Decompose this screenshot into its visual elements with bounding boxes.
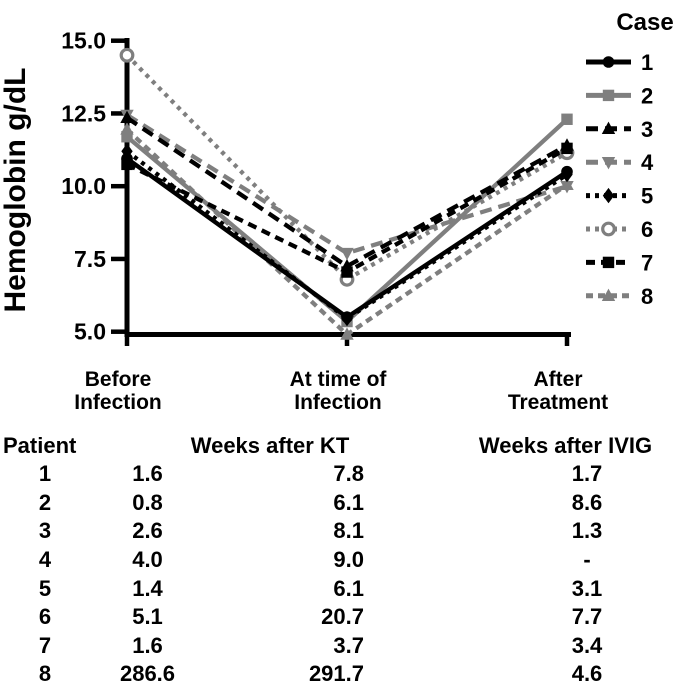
legend-item-5-label: 5 xyxy=(641,184,653,209)
legend-item-3-label: 3 xyxy=(641,117,653,142)
legend-item-6-label: 6 xyxy=(641,217,653,242)
case-3-marker xyxy=(120,110,134,124)
y-tick-label: 15.0 xyxy=(61,28,106,54)
legend-item-4-marker xyxy=(601,157,616,170)
weeks-kt-value-cell: 3.7 xyxy=(333,632,364,658)
x-category-label: Infection xyxy=(294,391,382,414)
table-row: 8 286.6 291.7 4.6 xyxy=(0,660,686,689)
hemoglobin-line-chart: 5.0 7.5 10.0 12.5 15.0 Hemoglobin g/dL Before I… xyxy=(0,9,674,414)
col-header-weeks-after-kt: Weeks after KT xyxy=(190,433,350,458)
weeks-kt-onset-cell: 1.6 xyxy=(132,461,163,487)
x-category-label: Treatment xyxy=(508,391,608,414)
x-category-label: Before xyxy=(85,368,152,391)
legend-item-7-label: 7 xyxy=(641,250,653,275)
table-row: 6 5.1 20.7 7.7 xyxy=(0,603,686,632)
legend-item-1-label: 1 xyxy=(641,50,653,75)
case-8-marker xyxy=(340,327,354,340)
legend-item-1-marker xyxy=(602,56,615,68)
legend-item-7-marker xyxy=(602,256,615,269)
weeks-kt-value-cell: 6.1 xyxy=(333,489,364,515)
x-category-label: Infection xyxy=(74,391,162,414)
weeks-ivig-cell: 3.1 xyxy=(571,575,603,601)
weeks-table: Patient Weeks after KT Weeks after IVIG … xyxy=(0,432,686,689)
weeks-kt-value-cell: 6.1 xyxy=(333,575,364,601)
case-5-marker xyxy=(121,143,133,159)
patient-cell: 1 xyxy=(38,461,52,487)
y-tick-label: 7.5 xyxy=(74,246,106,272)
weeks-kt-value-cell: 8.1 xyxy=(333,518,364,544)
weeks-kt-value-cell: 20.7 xyxy=(321,604,364,630)
weeks-kt-value-cell: 9.0 xyxy=(333,547,364,573)
weeks-ivig-cell: - xyxy=(583,547,591,573)
case-6-marker xyxy=(119,47,135,63)
y-tick-label: 12.5 xyxy=(61,100,106,126)
case-4-line xyxy=(125,113,568,256)
patient-cell: 7 xyxy=(38,632,52,658)
table-header-row: Patient Weeks after KT Weeks after IVIG xyxy=(0,432,686,460)
weeks-ivig-cell: 3.4 xyxy=(571,632,603,658)
weeks-ivig-cell: 4.6 xyxy=(571,661,603,687)
case-8-marker xyxy=(120,122,134,135)
legend-item-2-label: 2 xyxy=(641,83,653,108)
weeks-kt-onset-cell: 4.0 xyxy=(132,547,163,573)
case-5-marker xyxy=(341,310,353,327)
weeks-kt-onset-cell: 1.6 xyxy=(132,632,163,658)
y-tick-label: 5.0 xyxy=(74,319,106,345)
weeks-kt-onset-cell: 2.6 xyxy=(132,518,163,544)
case-7-marker xyxy=(121,158,133,171)
x-category-label: After xyxy=(533,368,582,391)
legend-item-4-label: 4 xyxy=(641,150,654,175)
table-row: 4 4.0 9.0 - xyxy=(0,546,686,575)
weeks-ivig-cell: 7.7 xyxy=(571,604,603,630)
col-header-weeks-after-ivig: Weeks after IVIG xyxy=(478,433,653,458)
case-2-marker xyxy=(121,131,133,143)
patient-cell: 2 xyxy=(38,489,52,515)
table-row: 2 0.8 6.1 8.6 xyxy=(0,489,686,518)
legend-item-2-marker xyxy=(602,89,615,102)
case-6-line xyxy=(125,53,569,283)
legend-item-8-label: 8 xyxy=(641,284,653,309)
y-tick-label: 10.0 xyxy=(61,173,106,199)
weeks-kt-value-cell: 7.8 xyxy=(333,461,364,487)
table-row: 3 2.6 8.1 1.3 xyxy=(0,517,686,546)
case-2-line xyxy=(125,117,569,325)
x-category-label: At time of xyxy=(290,368,388,391)
legend-item-3-marker xyxy=(601,121,616,134)
weeks-kt-onset-cell: 0.8 xyxy=(132,489,163,515)
patient-cell: 3 xyxy=(38,518,52,544)
case-4-marker xyxy=(340,247,354,261)
patient-cell: 6 xyxy=(38,604,52,630)
weeks-kt-onset-cell: 286.6 xyxy=(119,661,176,687)
case-7-marker xyxy=(341,266,353,278)
case-7-marker xyxy=(561,142,573,155)
case-8-marker xyxy=(560,177,574,190)
col-header-patient: Patient xyxy=(3,433,77,458)
y-axis-title: Hemoglobin g/dL xyxy=(0,68,32,313)
weeks-ivig-cell: 1.3 xyxy=(571,518,603,544)
patient-cell: 5 xyxy=(38,575,52,601)
weeks-kt-onset-cell: 1.4 xyxy=(132,575,163,601)
legend-item-8-marker xyxy=(601,288,616,301)
case-5-line xyxy=(125,149,569,322)
weeks-kt-onset-cell: 5.1 xyxy=(132,604,163,630)
case-2-marker xyxy=(561,113,573,125)
case-5-marker xyxy=(561,166,573,183)
table-row: 7 1.6 3.7 3.4 xyxy=(0,632,686,661)
weeks-ivig-cell: 1.7 xyxy=(571,461,603,487)
legend-title: Case xyxy=(616,9,673,36)
weeks-ivig-cell: 8.6 xyxy=(571,489,603,515)
table-row: 1 1.6 7.8 1.7 xyxy=(0,460,686,489)
legend-item-6-marker xyxy=(601,221,616,237)
weeks-kt-value-cell: 291.7 xyxy=(308,661,364,687)
table-body: 1 1.6 7.8 1.7 2 0.8 6.1 8.6 3 2.6 8.1 1.3 4 4.0 9.0 - 5 1… xyxy=(0,460,686,689)
table-row: 5 1.4 6.1 3.1 xyxy=(0,574,686,603)
patient-cell: 4 xyxy=(38,547,52,573)
patient-cell: 8 xyxy=(38,661,52,687)
legend-item-5-marker xyxy=(602,187,615,204)
